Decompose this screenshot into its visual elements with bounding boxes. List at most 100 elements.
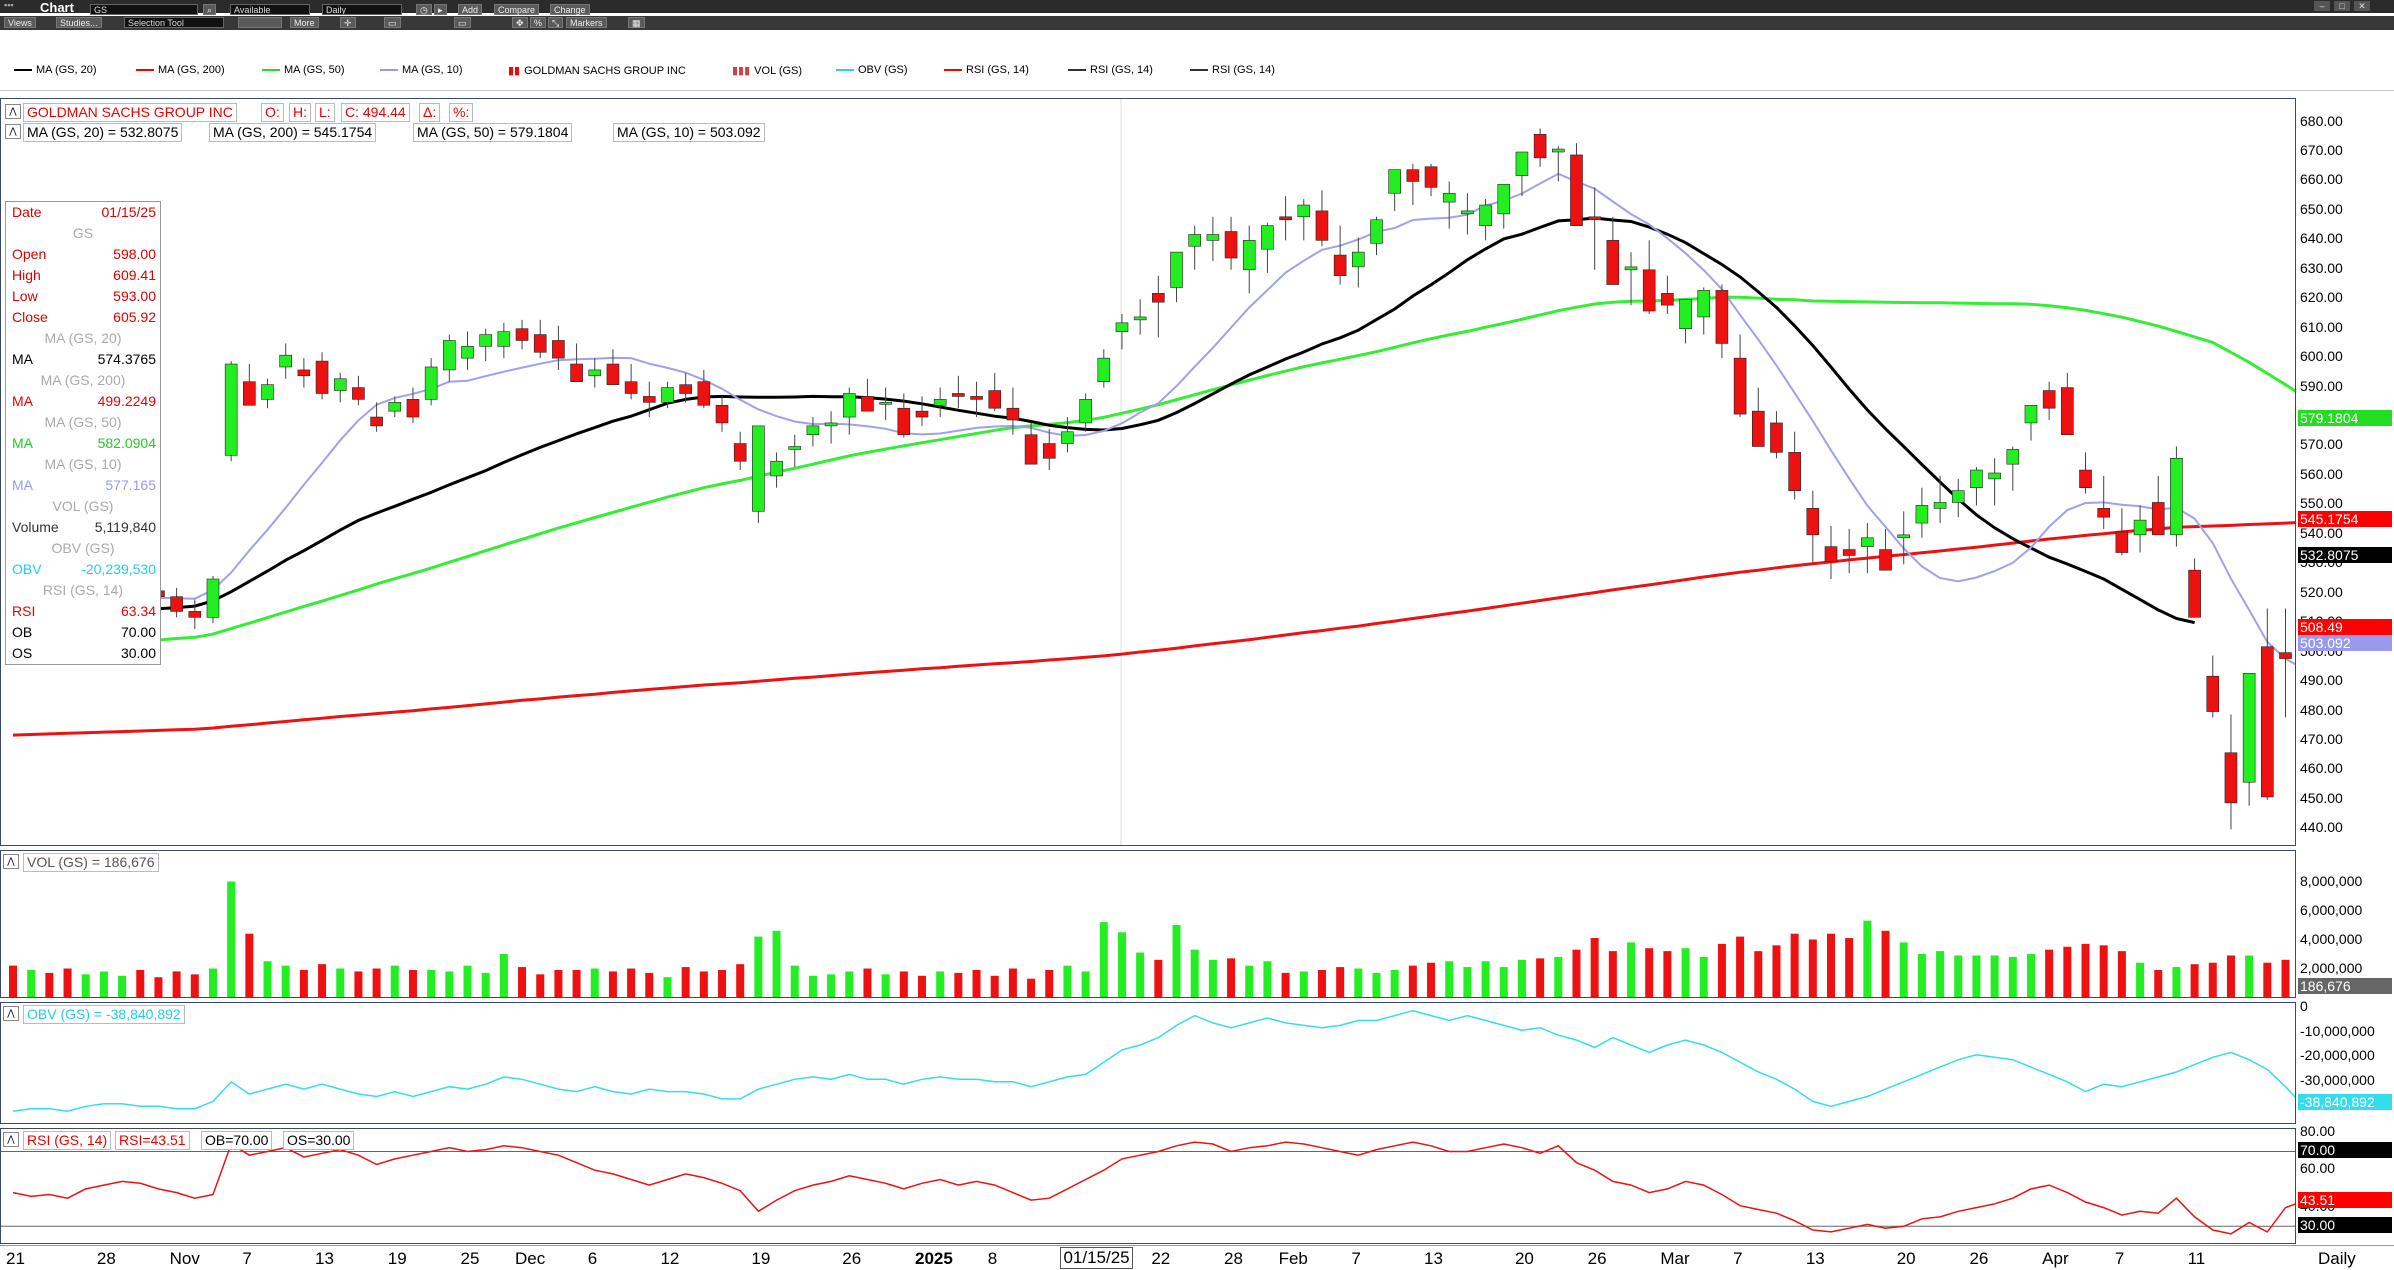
rectangle-tool-icon[interactable]: ▭ xyxy=(384,17,401,28)
legend-item[interactable]: MA (GS, 50) xyxy=(262,64,345,76)
volume-bar xyxy=(827,974,836,997)
volume-bar xyxy=(318,964,327,997)
volume-bar xyxy=(1936,951,1945,997)
line-swatch xyxy=(836,69,854,71)
obv-panel[interactable]: ⋀ OBV (GS) = -38,840,892 xyxy=(0,1002,2296,1124)
chart-menu-icon[interactable]: ⋀ xyxy=(5,104,21,119)
candle xyxy=(1188,234,1201,247)
dw-volume: 5,119,840 xyxy=(94,519,156,535)
candle xyxy=(352,387,365,400)
candle xyxy=(497,331,511,347)
symbol-input[interactable]: GS xyxy=(90,4,198,15)
volume-bar xyxy=(2154,969,2163,997)
ma50-label: MA (GS, 50) = 579.1804 xyxy=(413,123,573,142)
zoom-tool-icon[interactable]: ▭ xyxy=(454,17,471,28)
date-tick-label: 19 xyxy=(387,1249,407,1268)
volume-bar xyxy=(1699,956,1708,997)
candle xyxy=(1024,434,1038,465)
obv-axis[interactable]: 0 -10,000,000 -20,000,000 -30,000,000 -38,84… xyxy=(2296,998,2394,1124)
add-button[interactable]: Add xyxy=(458,4,483,15)
volume-bar xyxy=(1736,936,1745,997)
grid-icon[interactable]: ▦ xyxy=(628,17,645,28)
date-tick-label: Apr xyxy=(2042,1249,2069,1268)
rsi-panel[interactable]: ⋀ RSI (GS, 14) RSI=43.51 OB=70.00 OS=30.… xyxy=(0,1128,2296,1244)
legend-label: MA (GS, 200) xyxy=(158,64,225,76)
dw-obv-key: OBV xyxy=(12,561,42,577)
legend-label: RSI (GS, 14) xyxy=(1212,64,1275,76)
search-icon[interactable]: ⌕ xyxy=(203,4,217,15)
price-tick-label: 620.00 xyxy=(2300,289,2343,306)
legend-item[interactable]: MA (GS, 20) xyxy=(14,64,97,76)
volume-bar xyxy=(881,974,890,997)
candle xyxy=(1152,293,1165,303)
candle xyxy=(1824,546,1838,562)
dw-date-key: Date xyxy=(12,204,42,220)
close-button[interactable]: ✕ xyxy=(2354,1,2370,11)
ma-menu-icon[interactable]: ⋀ xyxy=(5,124,21,139)
legend-item[interactable]: MA (GS, 10) xyxy=(380,64,463,76)
price-axis[interactable]: 680.00 670.00 660.00 650.00 640.00 630.00 620.… xyxy=(2296,98,2394,846)
candle xyxy=(443,340,456,371)
candle xyxy=(279,354,293,368)
volume-bar xyxy=(1881,930,1890,997)
volume-bar xyxy=(972,969,981,997)
views-button[interactable]: Views xyxy=(4,17,36,28)
volume-bar xyxy=(190,974,199,997)
crosshair-icon[interactable]: ✛ xyxy=(340,17,356,28)
dw-ma20-key: MA xyxy=(12,351,33,367)
selection-tool-select[interactable]: Selection Tool xyxy=(124,17,224,28)
markers-button[interactable]: Markers xyxy=(566,17,607,28)
line-swatch xyxy=(1190,69,1208,71)
legend-item[interactable]: ▮▮▮ VOL (GS) xyxy=(732,64,802,78)
volume-axis[interactable]: 8,000,000 6,000,000 4,000,000 2,000,000 186,… xyxy=(2296,850,2394,998)
volume-bar xyxy=(1208,959,1217,997)
percent-icon[interactable]: % xyxy=(530,17,547,28)
volume-bar xyxy=(336,968,345,997)
legend-item[interactable]: RSI (GS, 14) xyxy=(1190,64,1275,76)
rsi-menu-icon[interactable]: ⋀ xyxy=(3,1132,19,1147)
draw-tool-button[interactable] xyxy=(238,17,282,28)
candle xyxy=(624,381,638,394)
change-button[interactable]: Change xyxy=(550,4,590,15)
candle xyxy=(533,334,547,353)
candle xyxy=(479,334,492,347)
price-tick-label: 480.00 xyxy=(2300,701,2343,718)
candle xyxy=(661,387,674,403)
candle xyxy=(770,460,783,477)
play-icon[interactable]: ▸ xyxy=(434,4,447,15)
more-button[interactable]: More xyxy=(290,17,319,28)
price-tick-label: 600.00 xyxy=(2300,348,2343,365)
legend-item[interactable]: MA (GS, 200) xyxy=(136,64,225,76)
rsi-tick-label: 60.00 xyxy=(2300,1160,2336,1177)
high-label: H: xyxy=(289,103,311,122)
candle xyxy=(1879,549,1892,571)
price-tick-label: 660.00 xyxy=(2300,171,2343,188)
move-icon[interactable]: ✥ xyxy=(512,17,528,28)
period-select[interactable]: Daily xyxy=(322,4,402,15)
volume-bar xyxy=(1863,920,1872,997)
volume-panel[interactable]: ⋀ VOL (GS) = 186,676 xyxy=(0,850,2296,998)
obv-menu-icon[interactable]: ⋀ xyxy=(3,1006,19,1021)
legend-item[interactable]: ▮▮ GOLDMAN SACHS GROUP INC xyxy=(508,64,686,78)
dw-rsi-key: RSI xyxy=(12,603,36,619)
candle xyxy=(952,393,965,397)
legend-item[interactable]: RSI (GS, 14) xyxy=(944,64,1029,76)
minimize-button[interactable]: – xyxy=(2314,1,2330,11)
volume-menu-icon[interactable]: ⋀ xyxy=(3,854,19,869)
scale-icon[interactable]: ⤡ xyxy=(548,17,564,28)
dw-rsi-header: RSI (GS, 14) xyxy=(42,582,124,598)
availability-select[interactable]: Available xyxy=(230,4,310,15)
price-panel[interactable]: ⋀ GOLDMAN SACHS GROUP INC O: H: L: C: 49… xyxy=(0,98,2296,846)
candle xyxy=(1352,251,1365,268)
legend-item[interactable]: OBV (GS) xyxy=(836,64,908,76)
date-axis[interactable]: 21 28 Nov 7 13 19 25 Dec 6 12 19 26 2025 8 01/15/25 22 2… xyxy=(0,1245,2394,1270)
candle xyxy=(243,381,256,406)
maximize-button[interactable]: □ xyxy=(2334,1,2350,11)
compare-button[interactable]: Compare xyxy=(494,4,540,15)
studies-button[interactable]: Studies... xyxy=(56,17,102,28)
legend-item[interactable]: RSI (GS, 14) xyxy=(1068,64,1153,76)
candle xyxy=(1297,204,1311,218)
candle xyxy=(1842,549,1856,556)
clock-icon[interactable]: ◷ xyxy=(416,4,432,15)
